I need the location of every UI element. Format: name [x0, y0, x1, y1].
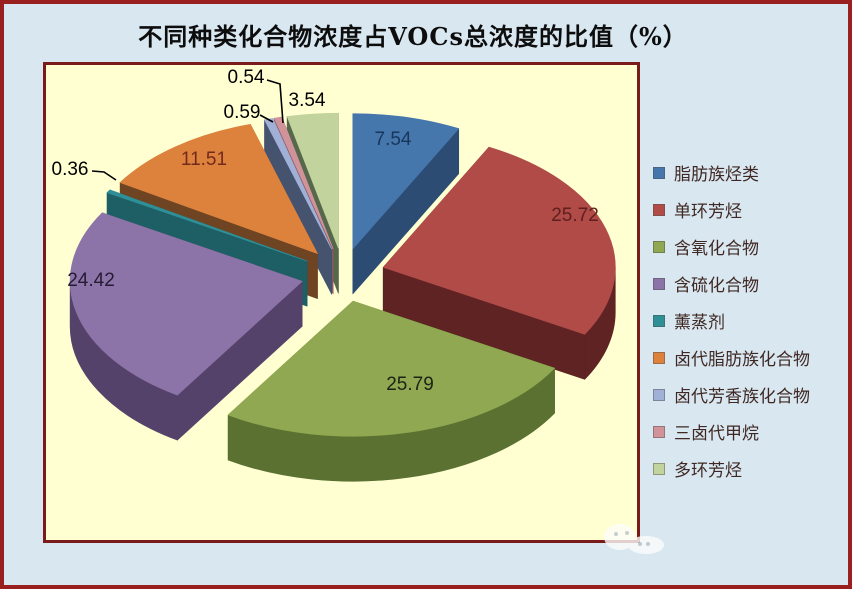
legend-swatch: [653, 388, 665, 401]
legend-swatch: [653, 203, 665, 216]
legend-label: 三卤代甲烷: [674, 424, 759, 444]
legend-item-6: 卤代脂肪族化合物: [653, 339, 848, 376]
legend-swatch: [653, 240, 665, 253]
pie-chart: 7.54 25.72 25.79 24.42 0.36 11.51 0.59 0.54 3.54: [52, 67, 616, 482]
legend-label: 单环芳烃: [674, 202, 742, 222]
legend-label: 薰蒸剂: [674, 313, 725, 333]
legend-label: 脂肪族烃类: [674, 165, 759, 185]
legend-label: 卤代脂肪族化合物: [674, 350, 810, 370]
legend-label: 卤代芳香族化合物: [674, 387, 810, 407]
legend-label: 多环芳烃: [674, 461, 742, 481]
slice-3-top: [227, 300, 555, 437]
legend-label: 含氧化合物: [674, 239, 759, 259]
legend-label: 含硫化合物: [674, 276, 759, 296]
data-label-6: 11.51: [181, 149, 227, 170]
legend-item-4: 含硫化合物: [653, 265, 848, 302]
leader-line-8: [266, 79, 284, 124]
legend: 脂肪族烃类单环芳烃含氧化合物含硫化合物薰蒸剂卤代脂肪族化合物 卤代芳香族化合物 三卤…: [653, 154, 848, 487]
data-label-7: 0.59: [224, 102, 261, 123]
slice-2-top: [382, 146, 616, 335]
plot-area: 7.54 25.72 25.79 24.42 0.36 11.51 0.59 0.54 3.54: [43, 62, 640, 543]
data-label-1: 7.54: [375, 129, 412, 150]
data-label-9: 3.54: [289, 90, 326, 111]
slice-9-top: [286, 112, 339, 249]
data-label-8: 0.54: [228, 67, 265, 88]
data-label-4: 24.42: [67, 270, 115, 291]
chart-title: 不同种类化合物浓度占VOCs总浓度的比值（%）: [138, 22, 688, 51]
legend-swatch: [653, 166, 665, 179]
legend-item-5: 薰蒸剂: [653, 302, 848, 339]
legend-item-2: 单环芳烃: [653, 191, 848, 228]
leader-line-7: [259, 114, 274, 123]
legend-item-3: 含氧化合物: [653, 228, 848, 265]
legend-swatch: [653, 425, 665, 438]
slice-5-top: [106, 189, 308, 262]
legend-item-9: 多环芳烃: [653, 450, 848, 487]
leader-line-5: [91, 170, 117, 181]
data-label-5: 0.36: [52, 159, 89, 180]
slice-4-top: [69, 212, 303, 396]
legend-swatch: [653, 351, 665, 364]
legend-item-8: 三卤代甲烷: [653, 413, 848, 450]
watermark-dot: [646, 542, 650, 546]
legend-item-7: 卤代芳香族化合物: [653, 376, 848, 413]
slice-6-top: [119, 124, 318, 254]
legend-swatch: [653, 314, 665, 327]
legend-swatch: [653, 277, 665, 290]
data-label-2: 25.72: [551, 205, 599, 226]
legend-item-1: 脂肪族烃类: [653, 154, 848, 191]
data-label-3: 25.79: [386, 374, 434, 395]
legend-swatch: [653, 462, 665, 475]
slice-1-top: [352, 113, 460, 250]
